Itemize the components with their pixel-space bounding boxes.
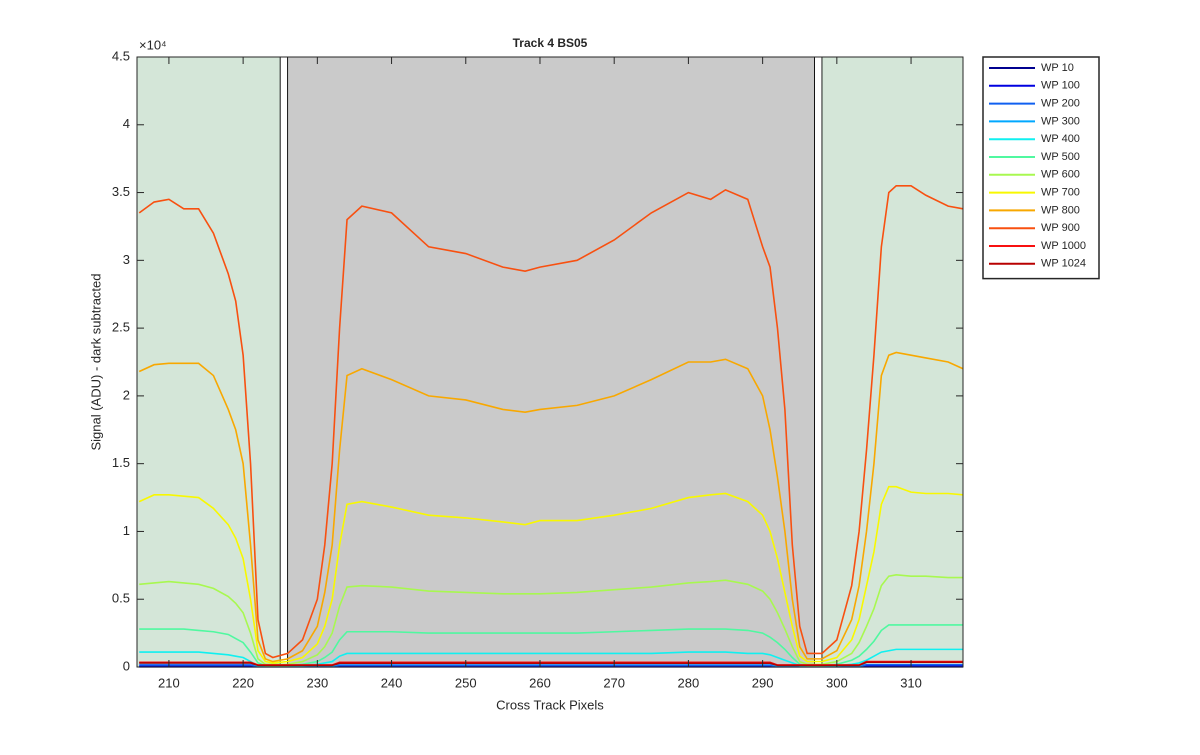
y-tick-label: 2.5	[112, 320, 130, 335]
legend-label: WP 300	[1041, 115, 1080, 127]
y-tick-label: 4	[123, 116, 130, 131]
x-tick-label: 210	[158, 675, 180, 690]
y-tick-label: 0	[123, 658, 130, 673]
legend-box	[982, 56, 1100, 280]
x-tick-label: 300	[826, 675, 848, 690]
x-tick-label: 240	[381, 675, 403, 690]
region	[821, 56, 964, 668]
legend-label: WP 1024	[1041, 258, 1086, 270]
series-line	[139, 648, 963, 667]
legend-label: WP 400	[1041, 133, 1080, 145]
y-tick-label: 0.5	[112, 591, 130, 606]
chart-title: Track 4 BS05	[513, 36, 588, 50]
x-tick-label: 260	[529, 675, 551, 690]
legend-label: WP 200	[1041, 98, 1080, 110]
legend-label: WP 600	[1041, 169, 1080, 181]
region	[814, 56, 823, 668]
legend-label: WP 100	[1041, 80, 1080, 92]
y-exponent-label: ×10⁴	[139, 37, 167, 52]
legend-label: WP 10	[1041, 62, 1074, 74]
y-tick-label: 2	[123, 387, 130, 402]
legend: WP 10 WP 100 WP 200 WP 300 WP 400 WP 500 WP 60…	[982, 56, 1100, 280]
y-tick-label: 3	[123, 252, 130, 267]
series-line	[139, 661, 963, 667]
region	[287, 56, 815, 668]
y-tick-label: 3.5	[112, 184, 130, 199]
x-tick-label: 310	[900, 675, 922, 690]
series-line	[139, 574, 963, 666]
legend-label: WP 800	[1041, 204, 1080, 216]
x-tick-label: 270	[603, 675, 625, 690]
y-axis-label: Signal (ADU) - dark subtracted	[88, 273, 103, 450]
plot-area	[136, 56, 964, 668]
x-axis-label: Cross Track Pixels	[496, 697, 604, 712]
region	[136, 56, 281, 668]
x-tick-label: 230	[306, 675, 328, 690]
region	[279, 56, 289, 668]
y-tick-label: 1	[123, 523, 130, 538]
x-tick-label: 250	[455, 675, 477, 690]
x-tick-label: 280	[678, 675, 700, 690]
series-line	[138, 485, 964, 664]
legend-label: WP 1000	[1041, 240, 1086, 252]
legend-label: WP 700	[1041, 187, 1080, 199]
legend-label: WP 500	[1041, 151, 1080, 163]
series-line	[139, 624, 963, 667]
x-tick-label: 290	[752, 675, 774, 690]
y-tick-label: 4.5	[112, 48, 130, 63]
series-line	[138, 184, 964, 659]
axes-box	[136, 56, 964, 668]
x-tick-label: 220	[232, 675, 254, 690]
y-tick-label: 1.5	[112, 455, 130, 470]
legend-label: WP 900	[1041, 222, 1080, 234]
series-line	[138, 351, 964, 663]
